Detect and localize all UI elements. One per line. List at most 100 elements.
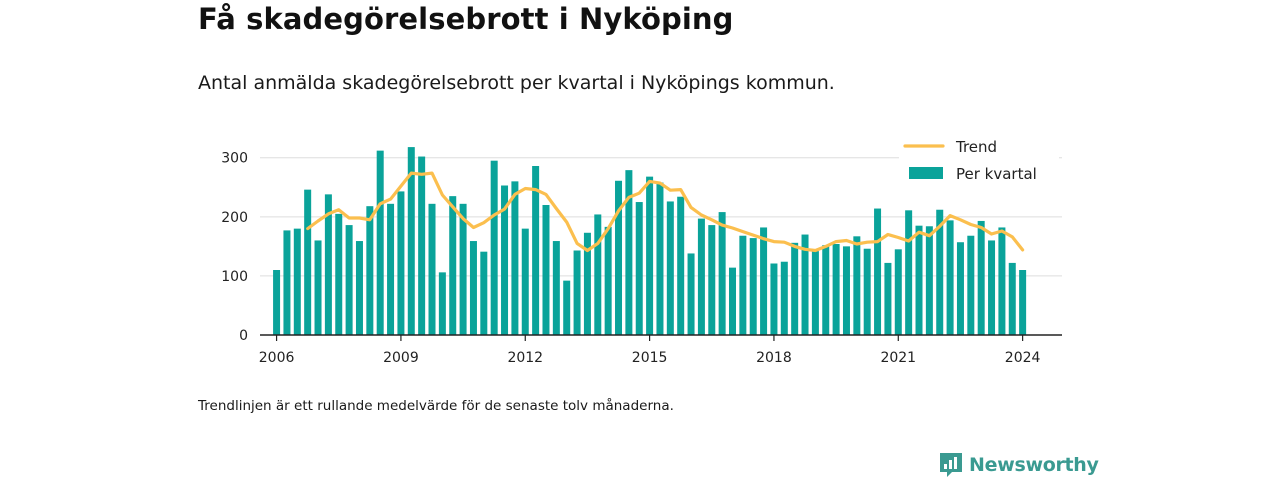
bar: [583, 232, 591, 335]
bar: [915, 225, 923, 335]
bar: [925, 226, 933, 335]
bar: [532, 166, 540, 335]
legend-bar-label: Per kvartal: [956, 165, 1037, 183]
bar: [791, 242, 799, 335]
bar: [635, 202, 643, 335]
bar: [894, 249, 902, 335]
chart-svg: 0 100 200 300 2006 2009 2012 2015 2018 2021 2024 T…: [221, 130, 1062, 366]
bar: [335, 213, 343, 335]
bar: [542, 205, 550, 335]
bar: [936, 209, 944, 335]
trend-series: [306, 171, 1025, 253]
x-tick-label: 2009: [383, 350, 419, 366]
bar: [708, 225, 716, 335]
bar: [625, 170, 633, 335]
icon-bar-1: [944, 464, 947, 469]
icon-bar-3: [954, 457, 957, 469]
legend-trend-label: Trend: [955, 138, 997, 156]
bar: [998, 227, 1006, 335]
y-tick-label: 100: [221, 269, 248, 285]
bar: [967, 235, 975, 335]
x-tick-label: 2012: [507, 350, 543, 366]
bar: [469, 241, 477, 335]
bar: [511, 181, 519, 335]
bar: [418, 156, 426, 335]
bar: [480, 251, 488, 335]
x-tick-label: 2006: [259, 350, 295, 366]
bar: [801, 234, 809, 335]
bar: [324, 194, 332, 335]
newsworthy-logo[interactable]: Newsworthy: [939, 451, 1099, 479]
bar: [811, 251, 819, 335]
bar: [905, 210, 913, 335]
bar: [552, 241, 560, 335]
bar: [387, 203, 395, 335]
bar: [853, 236, 861, 335]
bar: [760, 227, 768, 335]
bar: [646, 176, 654, 335]
bar: [863, 248, 871, 335]
bar: [604, 226, 612, 335]
bar: [428, 203, 436, 335]
bar: [728, 267, 736, 335]
bar: [615, 180, 623, 335]
bar: [459, 203, 467, 335]
bar: [501, 185, 509, 335]
bar: [946, 220, 954, 335]
bar: [304, 189, 312, 335]
x-tick-label: 2024: [1005, 350, 1041, 366]
bar: [739, 235, 747, 335]
y-tick-label: 200: [221, 210, 248, 226]
bar: [874, 208, 882, 335]
bar: [988, 240, 996, 335]
bar: [345, 225, 353, 335]
bar: [832, 244, 840, 335]
legend-background: [899, 130, 1059, 190]
bar: [273, 270, 281, 335]
bar: [687, 253, 695, 335]
x-tick-label: 2018: [756, 350, 792, 366]
bar: [407, 147, 415, 335]
bar: [573, 250, 581, 335]
bar: [956, 242, 964, 335]
footnote: Trendlinjen är ett rullande medelvärde f…: [198, 398, 674, 414]
bar: [366, 206, 374, 335]
legend-bar-swatch: [909, 167, 943, 179]
chart-subtitle: Antal anmälda skadegörelsebrott per kvar…: [198, 72, 835, 94]
bar: [780, 261, 788, 335]
bar: [977, 220, 985, 335]
bar: [293, 228, 301, 335]
bar: [563, 280, 571, 335]
bar-series: [273, 147, 1027, 335]
bar: [283, 230, 291, 335]
bar-chart-speech-bubble-icon: [940, 453, 962, 477]
bar: [666, 201, 674, 335]
icon-bar-2: [949, 460, 952, 469]
bar: [1019, 270, 1027, 335]
legend: Trend Per kvartal: [899, 130, 1059, 190]
bar: [770, 263, 778, 335]
x-tick-label: 2021: [880, 350, 916, 366]
bar: [697, 218, 705, 335]
bar: [884, 262, 892, 335]
brand-name: Newsworthy: [969, 454, 1099, 476]
bar: [749, 238, 757, 335]
bar: [677, 196, 685, 335]
bar: [842, 246, 850, 335]
bar: [376, 150, 384, 335]
bar: [449, 196, 457, 335]
y-tick-label: 300: [221, 151, 248, 167]
bar: [355, 241, 363, 335]
trend-line: [306, 171, 1025, 253]
bar: [521, 228, 529, 335]
y-tick-label: 0: [239, 328, 248, 344]
bar: [594, 214, 602, 335]
chart-title: Få skadegörelsebrott i Nyköping: [198, 2, 734, 36]
bar: [397, 191, 405, 335]
bar: [656, 182, 664, 335]
x-tick-label: 2015: [632, 350, 668, 366]
bar: [822, 245, 830, 335]
axes: 0 100 200 300 2006 2009 2012 2015 2018 2021 2024: [221, 151, 1062, 366]
bar: [490, 160, 498, 335]
bar: [438, 272, 446, 335]
